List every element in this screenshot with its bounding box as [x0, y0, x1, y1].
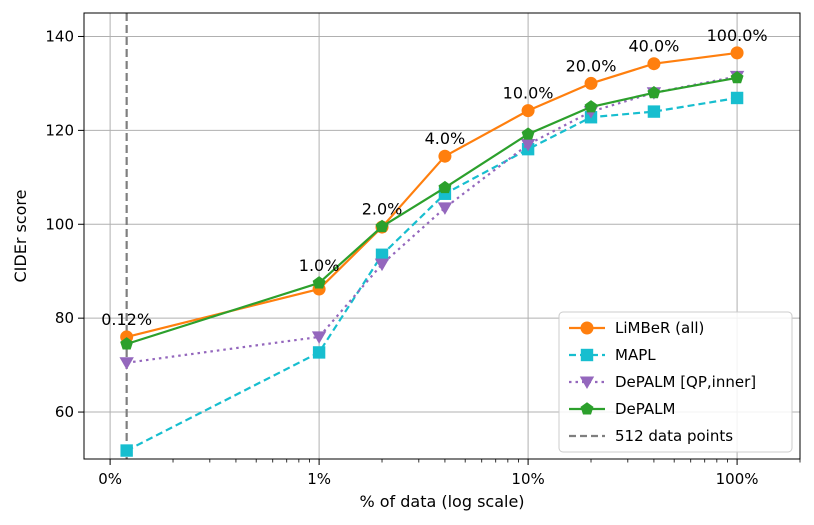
series-3-point-7	[730, 70, 744, 84]
point-label-6: 40.0%	[629, 37, 680, 56]
y-tick-label-0: 60	[55, 403, 74, 421]
plot-frame	[83, 12, 801, 460]
series-3-point-4	[521, 127, 535, 140]
y-axis-title: CIDEr score	[11, 190, 30, 283]
series-1-point-7	[730, 91, 744, 105]
point-label-1: 1.0%	[299, 256, 340, 275]
series-0-point-5	[584, 76, 598, 90]
x-tick-label-0: 0%	[98, 470, 122, 488]
series-2-point-3	[437, 202, 453, 215]
legend-entry-1: MAPL	[569, 346, 656, 364]
legend-label-4: 512 data points	[615, 427, 733, 445]
legend-entry-4: 512 data points	[569, 427, 733, 445]
point-label-4: 10.0%	[503, 84, 554, 103]
series-1-point-1	[312, 346, 326, 359]
series-0-point-3	[438, 149, 452, 163]
point-label-3: 4.0%	[425, 129, 466, 148]
point-label-2: 2.0%	[362, 200, 403, 219]
point-annotations: 0.12% 1.0% 2.0% 4.0% 10.0% 20.0% 40.0% 100.0%	[101, 26, 767, 329]
axis-ticks: 0% 1% 10% 100% 60 80 100 120 140	[45, 27, 801, 488]
x-tick-label-3: 100%	[716, 470, 759, 488]
y-tick-label-2: 100	[45, 215, 74, 233]
point-label-0: 0.12%	[101, 310, 152, 329]
series-line-1	[126, 96, 738, 452]
legend-label-0: LiMBeR (all)	[615, 319, 704, 337]
series-1-point-0	[120, 444, 133, 457]
legend-entry-0: LiMBeR (all)	[569, 319, 704, 337]
legend-label-1: MAPL	[615, 346, 656, 364]
x-tick-label-1: 1%	[307, 470, 331, 488]
y-tick-label-3: 120	[45, 121, 74, 139]
series-line-0	[126, 51, 738, 339]
series-1-point-6	[647, 105, 661, 118]
series-0-point-6	[647, 57, 661, 71]
point-label-7: 100.0%	[707, 26, 768, 45]
x-axis-title: % of data (log scale)	[359, 492, 524, 511]
series-line-3	[126, 76, 738, 346]
legend: LiMBeR (all) MAPL DePALM [QP,inner] DePALM 5…	[558, 311, 793, 453]
y-tick-label-4: 140	[45, 27, 74, 45]
series-2-point-2	[374, 258, 390, 272]
x-tick-label-2: 10%	[511, 470, 544, 488]
legend-marker-3	[580, 402, 594, 415]
legend-label-3: DePALM	[615, 400, 675, 418]
series-2-point-1	[311, 331, 327, 344]
series-3-point-2	[375, 219, 389, 233]
series-group	[119, 13, 745, 459]
legend-marker-1	[580, 348, 594, 362]
series-3-point-3	[438, 180, 452, 194]
y-tick-label-1: 80	[55, 309, 74, 327]
series-3-point-0	[120, 337, 134, 350]
series-2-point-0	[119, 357, 134, 370]
series-2-point-4	[520, 138, 536, 152]
series-0-point-4	[521, 104, 535, 118]
series-0	[120, 46, 744, 344]
series-3-point-1	[312, 276, 326, 289]
legend-entry-3: DePALM	[569, 400, 675, 418]
legend-entry-2: DePALM [QP,inner]	[569, 373, 756, 391]
legend-box	[558, 311, 793, 453]
series-3	[120, 70, 744, 350]
series-0-point-7	[730, 46, 744, 60]
legend-marker-2	[579, 376, 595, 389]
series-1-point-2	[375, 248, 389, 261]
legend-marker-0	[580, 321, 594, 335]
series-3-point-5	[584, 100, 598, 113]
series-3-point-6	[647, 86, 661, 99]
point-label-5: 20.0%	[566, 56, 617, 75]
legend-label-2: DePALM [QP,inner]	[615, 373, 756, 391]
